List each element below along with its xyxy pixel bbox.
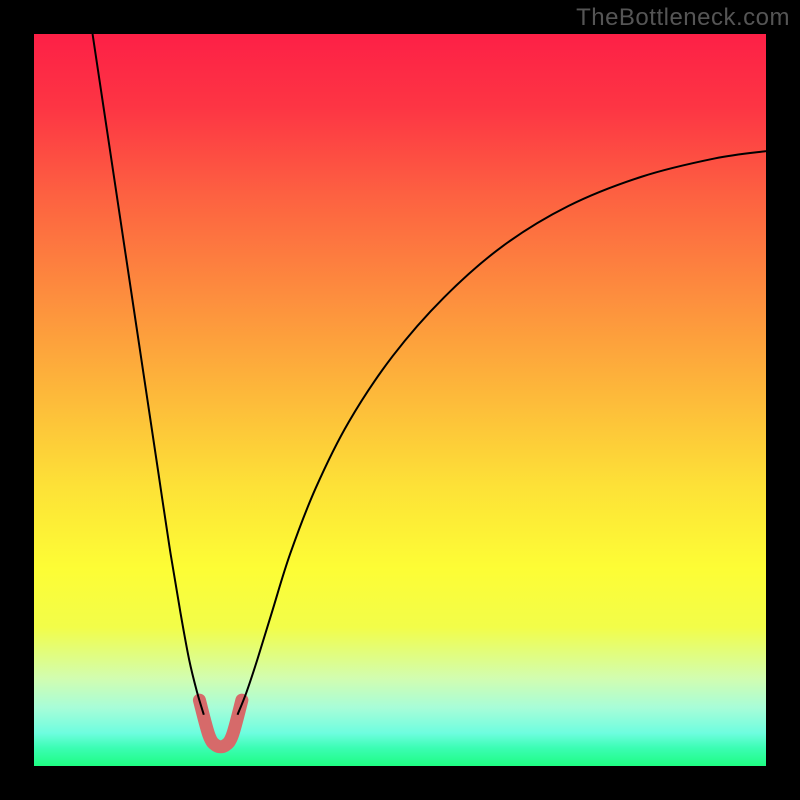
right-arm-curve (237, 151, 766, 715)
figure-root: TheBottleneck.com (0, 0, 800, 800)
left-arm-curve (93, 34, 204, 715)
plot-area (34, 34, 766, 766)
valley-highlight-curve (199, 700, 241, 747)
watermark-text: TheBottleneck.com (576, 4, 790, 32)
curve-layer (34, 34, 766, 766)
